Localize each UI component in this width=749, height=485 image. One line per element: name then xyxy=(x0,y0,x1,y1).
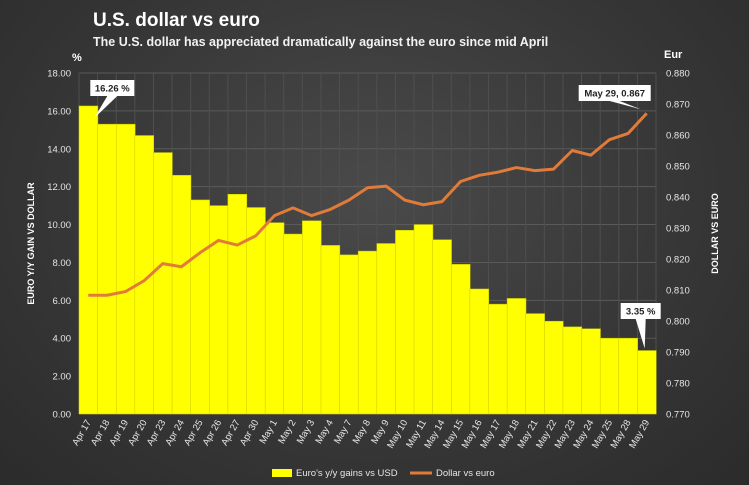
bar xyxy=(544,320,564,415)
y2-tick-label: 0.820 xyxy=(666,255,690,266)
bar xyxy=(618,337,638,415)
legend-swatch-bars xyxy=(272,469,292,477)
bar xyxy=(115,123,136,415)
bar xyxy=(339,254,359,415)
callout-last-bar-pointer xyxy=(635,319,646,349)
bar xyxy=(209,205,229,415)
y2-tick-label: 0.780 xyxy=(666,379,690,390)
callout-last-point-box xyxy=(578,85,651,101)
callout-last-point-text: May 29, 0.867 xyxy=(584,89,645,100)
y2-tick-label: 0.870 xyxy=(666,100,690,111)
bar xyxy=(432,239,452,415)
callout-first-bar: 16.26 % xyxy=(90,80,135,118)
bar xyxy=(506,298,527,415)
callout-last-point-pointer xyxy=(609,101,641,110)
dollar-line xyxy=(88,112,648,297)
y-tick-label: 14.00 xyxy=(47,144,71,155)
bar-series xyxy=(78,105,657,415)
bar xyxy=(283,233,303,415)
callout-last-bar: 3.35 % xyxy=(620,303,661,349)
y-tick-label: 18.00 xyxy=(47,69,71,80)
bar xyxy=(581,328,601,415)
legend: Euro's y/y gains vs USD Dollar vs euro xyxy=(272,468,495,479)
y2-tick-label: 0.880 xyxy=(666,69,690,80)
line-series xyxy=(88,112,648,297)
callout-first-bar-pointer xyxy=(94,96,118,118)
bar xyxy=(469,288,490,415)
y-tick-label: 16.00 xyxy=(47,106,71,117)
y-tick-label: 6.00 xyxy=(53,296,72,307)
bar xyxy=(637,350,657,415)
y2-tick-label: 0.790 xyxy=(666,348,690,359)
bar xyxy=(451,264,471,415)
y2-axis-title: DOLLAR VS EURO xyxy=(710,193,720,274)
bar xyxy=(599,337,620,415)
bar xyxy=(97,123,117,415)
y2-tick-label: 0.840 xyxy=(666,193,690,204)
y2-tick-label: 0.830 xyxy=(666,224,690,235)
callout-last-bar-box xyxy=(620,303,661,319)
y2-tick-label: 0.860 xyxy=(666,131,690,142)
bar xyxy=(488,303,508,415)
callouts: 16.26 % 3.35 % May 29, 0.867 xyxy=(90,80,661,349)
bar xyxy=(562,326,583,415)
y2-tick-label: 0.770 xyxy=(666,410,690,421)
bar xyxy=(227,193,248,415)
bar xyxy=(320,245,341,415)
y-axis-title: EURO Y/Y GAIN VS DOLLAR xyxy=(26,182,36,305)
y2-tick-label: 0.850 xyxy=(666,162,690,173)
bar xyxy=(190,199,210,415)
y-tick-label: 8.00 xyxy=(53,258,72,269)
bar xyxy=(395,229,415,415)
left-axis-unit: % xyxy=(72,52,82,64)
bar xyxy=(78,105,99,415)
right-axis-unit: Eur xyxy=(664,49,683,61)
bar xyxy=(376,243,396,415)
y-tick-label: 10.00 xyxy=(47,220,71,231)
y2-tick-label: 0.800 xyxy=(666,317,690,328)
callout-last-bar-text: 3.35 % xyxy=(626,307,656,318)
chart-title: U.S. dollar vs euro xyxy=(93,10,260,31)
legend-label-line: Dollar vs euro xyxy=(436,468,495,479)
y-tick-label: 2.00 xyxy=(53,372,72,383)
bar xyxy=(357,250,378,415)
y-tick-label: 12.00 xyxy=(47,182,71,193)
bar xyxy=(171,175,192,415)
callout-first-bar-box xyxy=(90,80,135,96)
chart-subtitle: The U.S. dollar has appreciated dramatic… xyxy=(93,35,549,49)
y2-tick-label: 0.810 xyxy=(666,286,690,297)
x-tick-label: Apr 30 xyxy=(238,418,262,448)
y-tick-label: 0.00 xyxy=(53,410,72,421)
bar xyxy=(264,222,285,415)
bar xyxy=(525,313,545,415)
callout-last-point: May 29, 0.867 xyxy=(578,85,651,110)
bar xyxy=(302,220,322,415)
callout-first-bar-text: 16.26 % xyxy=(95,84,130,95)
bar xyxy=(153,152,173,415)
bar xyxy=(413,224,434,415)
legend-label-bars: Euro's y/y gains vs USD xyxy=(296,468,398,479)
y-tick-label: 4.00 xyxy=(53,334,72,345)
